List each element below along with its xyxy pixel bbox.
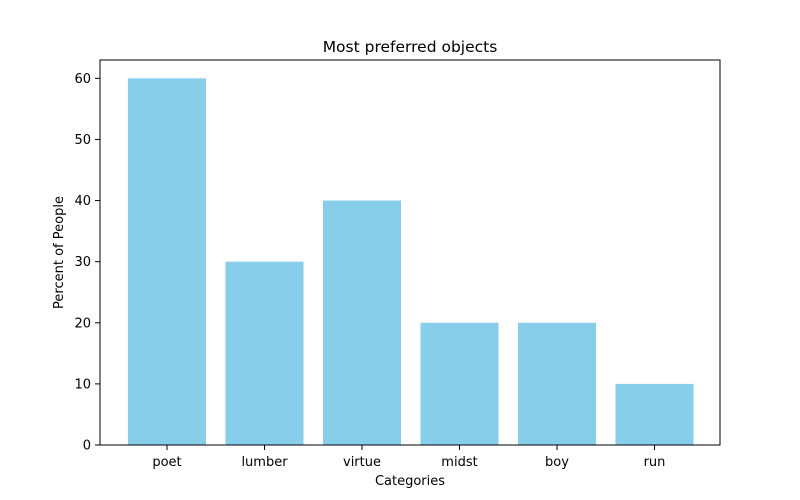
y-axis-label: Percent of People bbox=[52, 196, 67, 309]
y-tick-label-0: 0 bbox=[83, 439, 91, 454]
bar-run bbox=[615, 383, 694, 445]
bars-group bbox=[128, 78, 694, 445]
plot-frame bbox=[99, 59, 721, 446]
y-tick-label-40: 40 bbox=[74, 194, 91, 209]
y-tick-label-10: 10 bbox=[74, 377, 91, 392]
x-tick-label-run: run bbox=[644, 455, 666, 470]
x-tick-label-poet: poet bbox=[152, 455, 181, 470]
bar-boy bbox=[518, 322, 596, 445]
x-axis: poet lumber virtue midst boy run bbox=[152, 445, 665, 470]
x-tick-label-lumber: lumber bbox=[241, 455, 288, 470]
x-tick-label-boy: boy bbox=[545, 455, 569, 470]
bar-midst bbox=[420, 322, 499, 445]
bar-virtue bbox=[323, 200, 401, 445]
y-axis: 0 10 20 30 40 50 60 bbox=[74, 72, 100, 454]
y-tick-label-20: 20 bbox=[74, 316, 91, 331]
x-axis-label: Categories bbox=[375, 474, 445, 489]
bar-poet bbox=[128, 78, 206, 445]
x-tick-label-virtue: virtue bbox=[343, 455, 381, 470]
y-tick-label-50: 50 bbox=[74, 133, 91, 148]
x-tick-label-midst: midst bbox=[441, 455, 477, 470]
chart-title: Most preferred objects bbox=[323, 38, 498, 56]
y-tick-label-60: 60 bbox=[74, 72, 91, 87]
y-tick-label-30: 30 bbox=[74, 255, 91, 270]
bar-lumber bbox=[225, 261, 304, 445]
